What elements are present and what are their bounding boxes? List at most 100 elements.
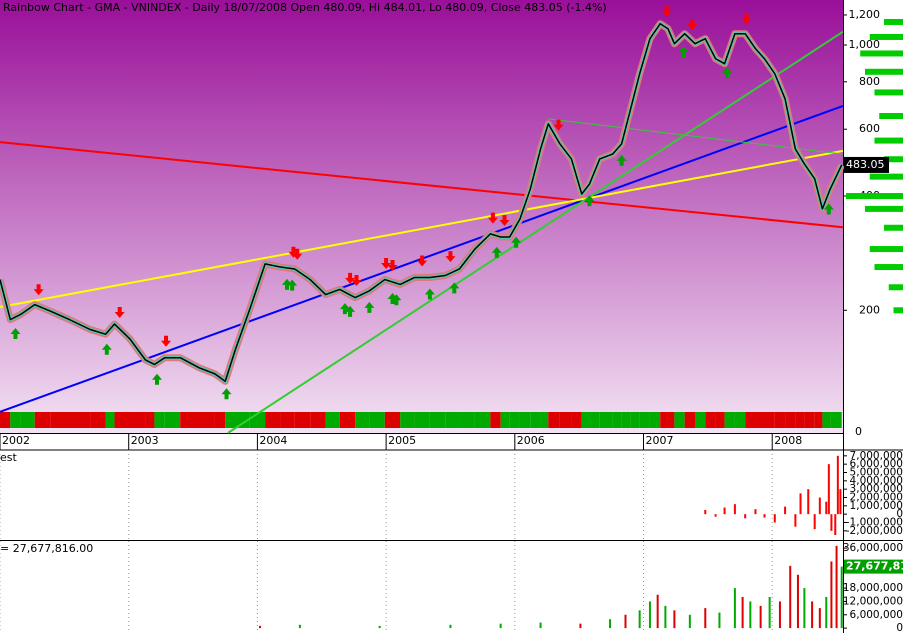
sell-arrow xyxy=(33,284,44,296)
bar xyxy=(648,601,651,629)
volume-profile-bar xyxy=(884,156,903,163)
trend-strip xyxy=(612,412,622,428)
trend-strip xyxy=(822,412,831,428)
main-pane xyxy=(0,0,843,433)
bar xyxy=(759,605,762,629)
sell-arrow xyxy=(381,257,392,269)
trend-strip xyxy=(414,412,430,428)
trend-strip xyxy=(715,412,725,428)
bar xyxy=(298,624,301,629)
bar xyxy=(704,608,707,629)
bar xyxy=(811,601,814,629)
trend-strip xyxy=(280,412,295,428)
trend-strip xyxy=(214,412,226,428)
bar xyxy=(763,514,766,518)
bar xyxy=(723,507,726,515)
buy-arrow xyxy=(722,67,733,79)
bar xyxy=(624,614,627,629)
buy-arrow xyxy=(345,305,356,317)
bar xyxy=(784,506,787,515)
y-tick-label: 4,000,000 xyxy=(850,475,903,487)
trend-strip xyxy=(530,412,541,428)
volume-profile-bar xyxy=(869,33,903,40)
y-tick-label: 36,000,000 xyxy=(843,542,903,554)
volume-profile-bar xyxy=(846,193,903,200)
trend-strip xyxy=(50,412,70,428)
bar xyxy=(638,610,641,629)
x-tick-label: 2005 xyxy=(388,434,416,447)
sell-arrow xyxy=(161,335,172,347)
trend-strip xyxy=(235,412,250,428)
y-tick-label: 3,000,000 xyxy=(850,483,903,495)
trend-strip xyxy=(400,412,415,428)
trend-strip xyxy=(265,412,281,428)
sell-arrow xyxy=(114,307,125,319)
trend-strip xyxy=(90,412,106,428)
trend-strip xyxy=(621,412,631,428)
trend-strip xyxy=(20,412,35,428)
buy-arrow xyxy=(10,328,21,340)
bar xyxy=(799,493,802,515)
bar xyxy=(704,510,707,515)
trend-strip xyxy=(785,412,796,428)
volume-profile-bar xyxy=(879,113,903,120)
buy-arrow xyxy=(424,288,435,300)
sell-arrow xyxy=(687,19,698,31)
trend-strip xyxy=(540,412,549,428)
volume-profile-bar xyxy=(874,137,903,144)
bar xyxy=(834,514,837,535)
buy-arrow xyxy=(282,278,293,290)
y-tick-label: 18,000,000 xyxy=(843,582,903,594)
trend-strip xyxy=(734,412,746,428)
trend-strip xyxy=(804,412,815,428)
bar xyxy=(835,545,838,629)
x-tick-label: 2008 xyxy=(774,434,802,447)
trend-strip xyxy=(69,412,91,428)
bar xyxy=(733,504,736,515)
buy-arrow xyxy=(287,279,298,291)
trend-strip xyxy=(509,412,520,428)
trend-strip xyxy=(0,412,11,428)
last-value-box xyxy=(844,156,889,173)
y-tick-label: 7,000,000 xyxy=(850,450,903,462)
trend-line xyxy=(0,141,844,229)
trend-strip xyxy=(129,412,146,428)
bar xyxy=(744,514,747,519)
bar xyxy=(539,622,542,629)
buy-arrow xyxy=(364,301,375,313)
bar xyxy=(825,597,828,629)
trend-strip xyxy=(674,412,685,428)
bar xyxy=(818,497,821,515)
buy-arrow xyxy=(391,294,402,306)
trend-strip xyxy=(294,412,311,428)
trend-strip xyxy=(684,412,695,428)
bar xyxy=(609,619,612,629)
bar xyxy=(807,489,810,515)
trend-strip xyxy=(225,412,236,428)
bar xyxy=(818,608,821,629)
buy-arrow xyxy=(823,203,834,215)
y-tick-label: 12,000,000 xyxy=(843,595,903,607)
trend-strip xyxy=(667,412,675,428)
trend-line xyxy=(227,30,844,434)
x-tick-label: 2003 xyxy=(131,434,159,447)
volume-pane xyxy=(0,541,843,633)
trend-strip xyxy=(630,412,640,428)
sell-arrow xyxy=(345,272,356,284)
volume-profile-bar xyxy=(869,246,903,253)
trend-strip xyxy=(764,412,775,428)
volume-profile-bar xyxy=(860,50,903,57)
last-value-box xyxy=(844,559,903,574)
volume-profile-bar xyxy=(884,18,903,25)
bar xyxy=(733,588,736,629)
trend-strip xyxy=(429,412,446,428)
trend-strip xyxy=(459,412,475,428)
trend-strip xyxy=(384,412,401,428)
bar xyxy=(714,514,717,517)
sell-arrow xyxy=(351,274,362,286)
trend-strip xyxy=(559,412,572,428)
trend-strip xyxy=(649,412,661,428)
trend-strip xyxy=(774,412,786,428)
trend-strip xyxy=(105,412,115,428)
